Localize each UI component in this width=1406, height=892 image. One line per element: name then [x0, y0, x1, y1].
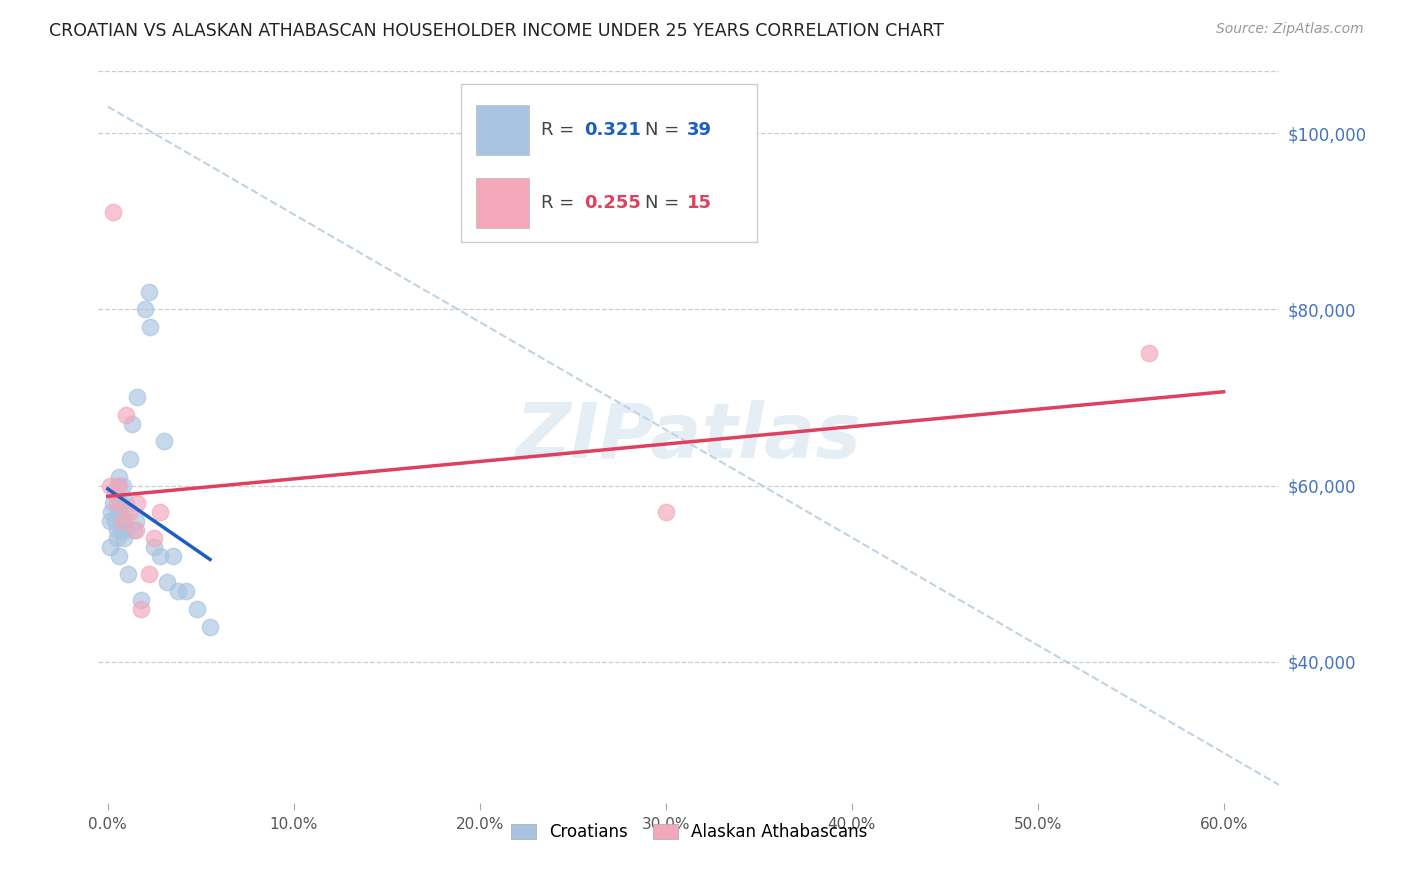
Point: [103, 205, 125, 219]
Text: Source: ZipAtlas.com: Source: ZipAtlas.com: [1216, 22, 1364, 37]
Text: N =: N =: [645, 121, 685, 139]
Point: [124, 514, 146, 528]
Point: [111, 514, 134, 528]
Point: [114, 505, 136, 519]
Point: [108, 505, 131, 519]
FancyBboxPatch shape: [477, 178, 530, 227]
Point: [167, 584, 190, 599]
Point: [198, 619, 221, 633]
Point: [134, 302, 156, 317]
Point: [117, 566, 139, 581]
Point: [115, 408, 138, 422]
Point: [127, 496, 149, 510]
Text: ZIPatlas: ZIPatlas: [516, 401, 862, 474]
Text: R =: R =: [541, 121, 581, 139]
Point: [129, 602, 152, 616]
Point: [654, 505, 676, 519]
Point: [98, 540, 121, 554]
Point: [98, 514, 121, 528]
Point: [110, 523, 132, 537]
Point: [114, 532, 136, 546]
Text: 15: 15: [686, 194, 711, 212]
Point: [149, 505, 172, 519]
Text: 0.255: 0.255: [583, 194, 641, 212]
Point: [108, 478, 131, 492]
Point: [105, 478, 128, 492]
Point: [152, 434, 174, 449]
Point: [124, 523, 146, 537]
Point: [162, 549, 184, 563]
Legend: Croatians, Alaskan Athabascans: Croatians, Alaskan Athabascans: [502, 814, 876, 849]
Text: 0.321: 0.321: [583, 121, 641, 139]
Point: [105, 523, 128, 537]
Point: [103, 496, 125, 510]
Point: [105, 496, 128, 510]
Point: [108, 469, 131, 483]
Point: [98, 478, 121, 492]
Point: [122, 523, 145, 537]
Text: 39: 39: [686, 121, 711, 139]
Point: [149, 549, 172, 563]
Point: [105, 532, 128, 546]
Point: [138, 566, 160, 581]
Point: [156, 575, 179, 590]
Point: [104, 514, 127, 528]
Point: [108, 549, 131, 563]
Point: [111, 478, 134, 492]
Point: [139, 320, 162, 334]
Point: [115, 523, 138, 537]
Point: [121, 417, 143, 431]
Point: [104, 487, 127, 501]
Point: [118, 452, 141, 467]
Point: [129, 593, 152, 607]
FancyBboxPatch shape: [461, 84, 758, 242]
Point: [143, 532, 166, 546]
Point: [174, 584, 197, 599]
Text: CROATIAN VS ALASKAN ATHABASCAN HOUSEHOLDER INCOME UNDER 25 YEARS CORRELATION CHA: CROATIAN VS ALASKAN ATHABASCAN HOUSEHOLD…: [49, 22, 943, 40]
Point: [143, 540, 166, 554]
Point: [100, 505, 122, 519]
FancyBboxPatch shape: [477, 105, 530, 154]
Point: [138, 285, 160, 299]
Text: N =: N =: [645, 194, 685, 212]
Point: [115, 496, 138, 510]
Point: [110, 496, 132, 510]
Point: [186, 602, 208, 616]
Point: [127, 391, 149, 405]
Point: [111, 514, 134, 528]
Text: R =: R =: [541, 194, 581, 212]
Point: [1137, 346, 1160, 360]
Point: [118, 505, 141, 519]
